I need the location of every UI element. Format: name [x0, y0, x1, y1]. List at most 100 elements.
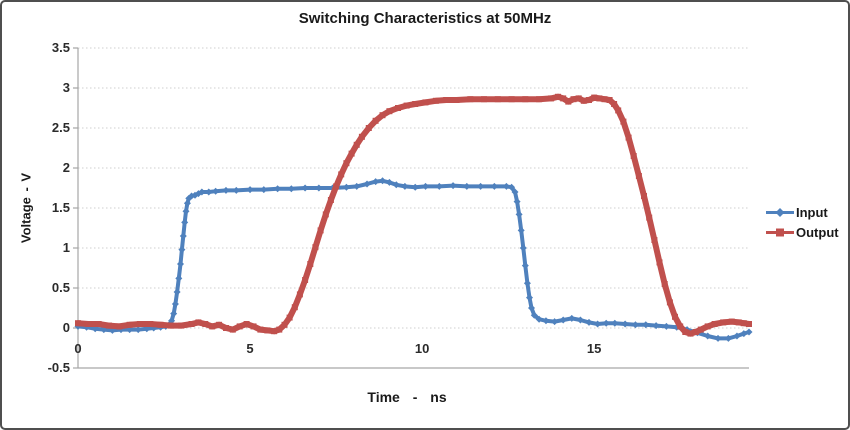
- output-marker: [711, 321, 718, 327]
- output-marker: [178, 322, 185, 329]
- input-marker: [182, 207, 190, 215]
- output-marker: [641, 193, 647, 199]
- output-marker: [481, 96, 487, 103]
- input-marker: [652, 322, 660, 330]
- input-marker: [477, 182, 485, 190]
- input-marker: [212, 187, 220, 195]
- input-marker: [143, 325, 151, 333]
- output-marker: [286, 314, 293, 321]
- y-tick-label: 1.5: [51, 200, 70, 215]
- legend-label-input: Input: [796, 205, 828, 220]
- output-marker: [95, 321, 102, 327]
- output-marker: [395, 105, 401, 111]
- input-marker: [515, 210, 523, 218]
- legend-label-output: Output: [796, 225, 839, 240]
- output-marker: [536, 96, 543, 103]
- input-marker: [246, 186, 254, 194]
- output-marker: [615, 107, 622, 114]
- input-marker: [511, 188, 519, 196]
- output-marker: [606, 97, 613, 103]
- output-marker: [651, 237, 658, 243]
- input-marker: [542, 317, 550, 325]
- output-marker: [317, 227, 324, 234]
- legend-item-output: Output: [765, 225, 839, 240]
- input-marker: [508, 183, 516, 191]
- output-marker: [580, 97, 587, 104]
- output-marker: [422, 99, 429, 106]
- input-marker: [449, 182, 457, 190]
- input-marker: [521, 262, 529, 270]
- input-marker: [188, 192, 196, 200]
- input-marker: [232, 186, 240, 194]
- input-marker: [517, 226, 525, 234]
- input-marker: [528, 304, 535, 312]
- input-marker: [363, 180, 371, 188]
- input-marker: [353, 182, 361, 190]
- output-marker: [635, 173, 642, 179]
- input-marker: [463, 182, 471, 190]
- input-marker: [631, 321, 639, 329]
- output-marker: [661, 281, 668, 287]
- input-marker: [519, 244, 527, 252]
- input-marker: [576, 316, 584, 324]
- input-marker: [222, 186, 230, 194]
- input-marker: [642, 321, 650, 329]
- output-marker: [116, 323, 123, 330]
- input-marker-icon: [766, 208, 794, 217]
- output-marker: [555, 93, 561, 100]
- output-marker: [333, 183, 340, 190]
- output-marker: [625, 134, 632, 141]
- input-marker: [621, 320, 629, 328]
- input-marker: [379, 177, 386, 185]
- input-marker: [490, 182, 498, 190]
- output-marker: [570, 96, 577, 103]
- output-marker: [307, 261, 314, 267]
- output-marker: [372, 117, 379, 124]
- output-marker: [692, 329, 699, 335]
- input-marker: [260, 186, 268, 194]
- output-marker: [620, 118, 627, 125]
- output-marker: [85, 321, 92, 327]
- output-marker: [257, 326, 264, 333]
- y-tick-label: 2: [62, 160, 70, 175]
- legend-item-input: Input: [765, 205, 839, 220]
- output-marker: [672, 313, 678, 320]
- output-marker: [348, 150, 355, 157]
- input-marker: [91, 325, 99, 333]
- input-marker: [535, 315, 543, 323]
- input-marker: [372, 178, 380, 186]
- input-marker: [740, 330, 748, 338]
- output-marker: [281, 321, 288, 328]
- x-tick-label: 10: [414, 341, 430, 356]
- input-marker: [530, 311, 538, 319]
- output-marker: [740, 320, 747, 327]
- input-marker: [526, 294, 533, 302]
- input-marker: [287, 185, 295, 193]
- output-marker: [611, 101, 618, 107]
- input-marker: [559, 316, 567, 324]
- output-marker: [343, 160, 350, 167]
- input-marker: [126, 326, 134, 334]
- output-marker: [264, 327, 271, 334]
- input-marker: [585, 318, 593, 326]
- output-marker: [467, 96, 474, 103]
- input-marker: [568, 314, 576, 322]
- output-marker: [630, 153, 637, 159]
- input-marker: [411, 183, 419, 191]
- output-marker: [666, 299, 673, 306]
- output-marker: [229, 326, 236, 333]
- output-marker: [302, 277, 309, 283]
- output-marker: [167, 322, 174, 329]
- input-marker: [594, 320, 602, 328]
- input-marker: [134, 326, 142, 334]
- output-marker: [494, 96, 501, 103]
- output-marker: [522, 96, 529, 103]
- output-marker: [365, 125, 372, 131]
- input-marker: [385, 178, 393, 186]
- output-marker: [291, 304, 298, 311]
- output-marker: [106, 322, 112, 329]
- input-marker: [198, 188, 206, 196]
- output-marker: [596, 95, 603, 102]
- output-marker: [403, 102, 410, 109]
- output-marker: [338, 171, 345, 178]
